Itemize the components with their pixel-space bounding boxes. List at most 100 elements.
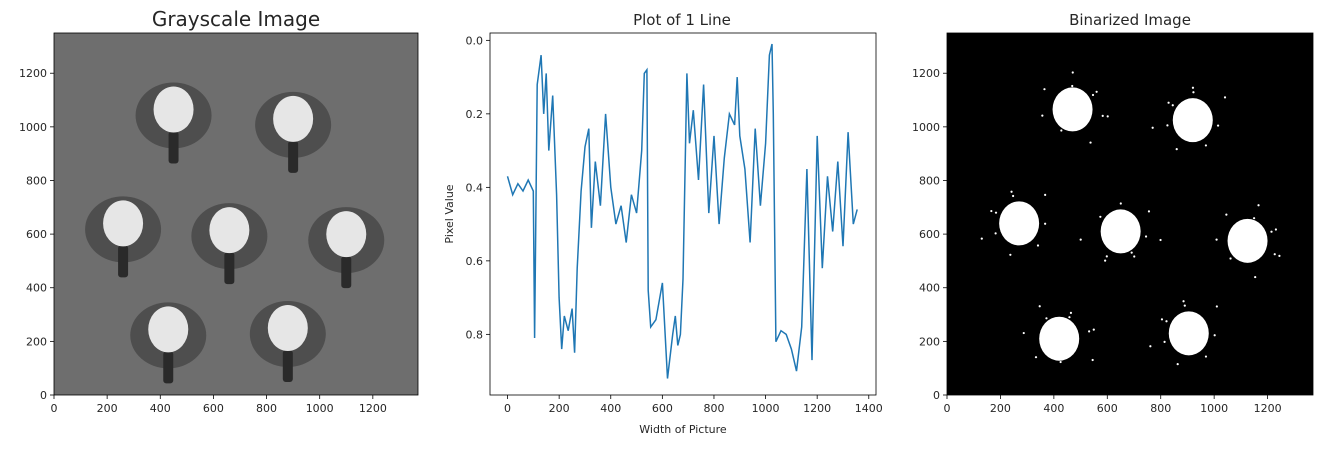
speckle — [1106, 255, 1108, 257]
grayscale-title: Grayscale Image — [152, 7, 320, 31]
y-tick-label: 600 — [919, 228, 940, 241]
speckle — [1043, 88, 1045, 90]
y-tick-label: 1000 — [912, 121, 940, 134]
speckle — [1035, 356, 1037, 358]
x-tick-label: 400 — [600, 402, 621, 415]
grayscale-panel: Grayscale Image 0 200 400 600 800 1000 1200 0 20… — [19, 7, 418, 415]
x-tick-label: 1000 — [1200, 402, 1228, 415]
speckle — [1176, 148, 1178, 150]
speckle — [995, 232, 997, 234]
speckle — [1039, 305, 1041, 307]
white-blob — [1053, 87, 1093, 131]
x-tick-label: 400 — [150, 402, 171, 415]
rose-flower — [268, 305, 308, 351]
white-blob — [999, 201, 1039, 245]
speckle — [1060, 129, 1062, 131]
speckle — [1205, 144, 1207, 146]
speckle — [1275, 228, 1277, 230]
speckle — [1044, 194, 1046, 196]
y-tick-label: 800 — [919, 174, 940, 187]
speckle — [1099, 216, 1101, 218]
speckle — [1089, 141, 1091, 143]
speckle — [1041, 115, 1043, 117]
speckle — [1278, 255, 1280, 257]
speckle — [1080, 239, 1082, 241]
x-tick-label: 400 — [1043, 402, 1064, 415]
speckle — [1068, 316, 1070, 318]
binarized-title: Binarized Image — [1069, 11, 1191, 29]
speckle — [1229, 257, 1231, 259]
white-blob — [1173, 98, 1213, 142]
speckle — [1102, 115, 1104, 117]
speckle — [1214, 334, 1216, 336]
rose-stem — [118, 245, 128, 277]
speckle — [1092, 359, 1094, 361]
speckle — [1159, 239, 1161, 241]
x-tick-label: 0 — [944, 402, 951, 415]
speckle — [1070, 312, 1072, 314]
speckle — [1120, 202, 1122, 204]
speckle — [1071, 85, 1073, 87]
y-tick-label: 200 — [919, 335, 940, 348]
rose-flower — [273, 96, 313, 142]
speckle — [1012, 195, 1014, 197]
speckle — [1167, 102, 1169, 104]
y-tick-label: 1200 — [912, 67, 940, 80]
y-tick-label: 0 — [40, 389, 47, 402]
rose-stem — [224, 252, 234, 284]
rose-stem — [283, 350, 293, 382]
y-tick-label: 600 — [26, 228, 47, 241]
y-tick-label: 0.2 — [466, 108, 484, 121]
x-tick-label: 600 — [1097, 402, 1118, 415]
y-axis-label: Pixel Value — [443, 184, 456, 243]
y-tick-label: 800 — [26, 174, 47, 187]
y-tick-label: 0.8 — [466, 328, 484, 341]
speckle — [1205, 355, 1207, 357]
x-tick-label: 0 — [51, 402, 58, 415]
rose-stem — [163, 351, 173, 383]
rose-stem — [169, 131, 179, 163]
speckle — [1152, 127, 1154, 129]
speckle — [1010, 191, 1012, 193]
speckle — [1216, 305, 1218, 307]
x-tick-label: 0 — [504, 402, 511, 415]
rose-stem — [341, 256, 351, 288]
white-blob — [1039, 317, 1079, 361]
speckle — [1182, 300, 1184, 302]
x-tick-label: 800 — [703, 402, 724, 415]
x-tick-label: 600 — [203, 402, 224, 415]
speckle — [1161, 318, 1163, 320]
y-tick-label: 0.6 — [466, 255, 484, 268]
x-tick-label: 800 — [1150, 402, 1171, 415]
speckle — [1192, 91, 1194, 93]
speckle — [1131, 252, 1133, 254]
y-tick-label: 1200 — [19, 67, 47, 80]
y-tick-label: 0 — [933, 389, 940, 402]
speckle — [1104, 260, 1106, 262]
speckle — [1257, 204, 1259, 206]
speckle — [1177, 363, 1179, 365]
speckle — [990, 210, 992, 212]
speckle — [1037, 244, 1039, 246]
speckle — [1254, 276, 1256, 278]
speckle — [1163, 341, 1165, 343]
rose-flower — [209, 207, 249, 253]
rose-flower — [103, 200, 143, 246]
speckle — [1224, 96, 1226, 98]
x-tick-label: 200 — [97, 402, 118, 415]
y-tick-label: 0.0 — [466, 34, 484, 47]
white-blob — [1169, 311, 1209, 355]
y-tick-label: 400 — [26, 282, 47, 295]
speckle — [1184, 305, 1186, 307]
rose-flower — [148, 306, 188, 352]
speckle — [1270, 231, 1272, 233]
speckle — [1145, 235, 1147, 237]
speckle — [1045, 317, 1047, 319]
y-tick-label: 400 — [919, 282, 940, 295]
speckle — [1166, 124, 1168, 126]
speckle — [1107, 115, 1109, 117]
x-tick-label: 600 — [652, 402, 673, 415]
y-tick-label: 1000 — [19, 121, 47, 134]
y-tick-label: 0.4 — [466, 181, 484, 194]
x-tick-label: 1400 — [855, 402, 883, 415]
